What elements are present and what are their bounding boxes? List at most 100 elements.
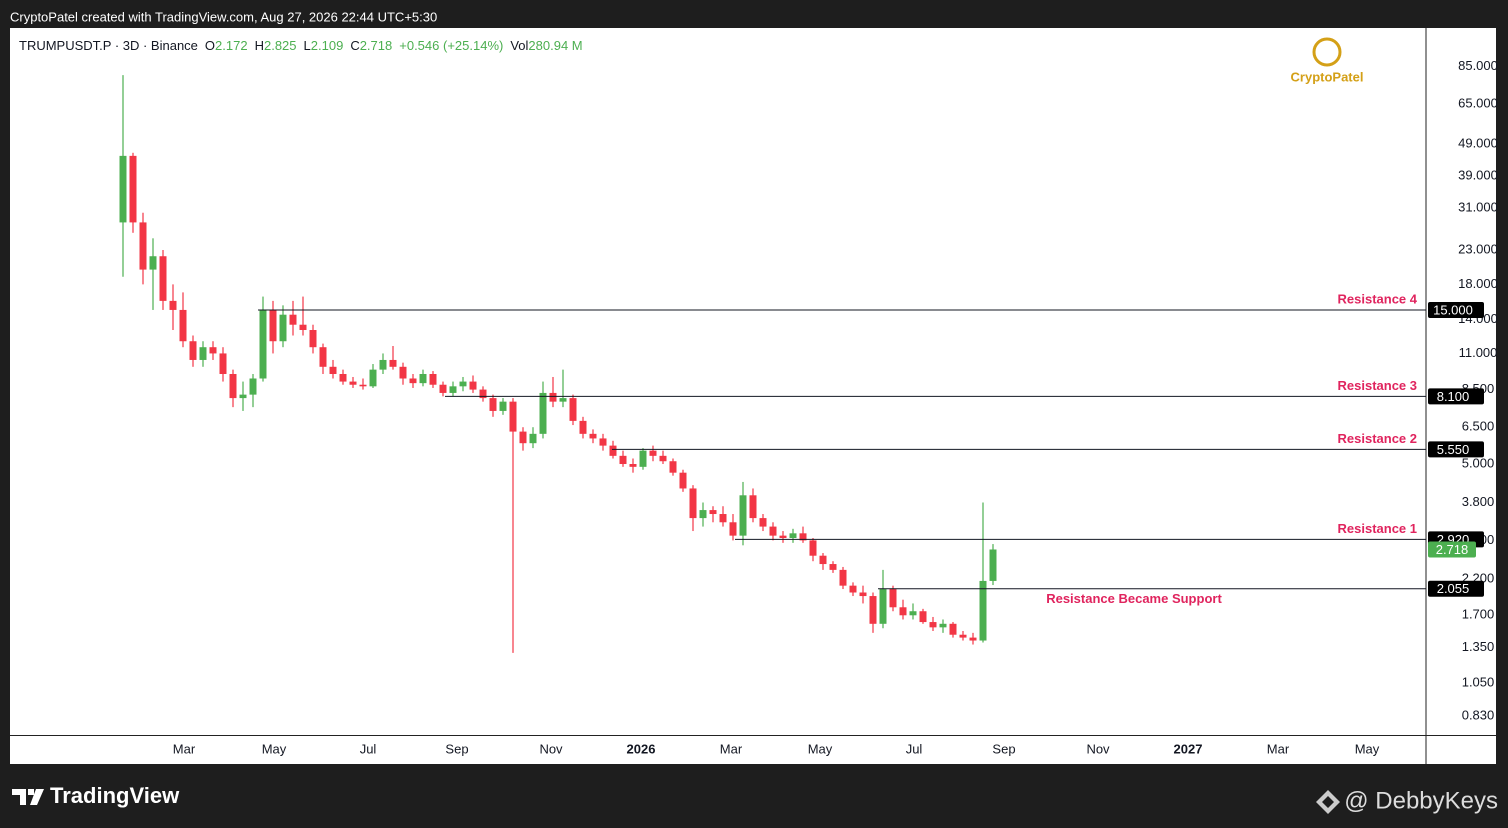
candle-body — [779, 535, 787, 538]
symbol: TRUMPUSDT.P · 3D · Binance — [19, 38, 198, 53]
candle-body — [219, 353, 227, 374]
candle-body — [949, 623, 957, 635]
candle-body — [349, 381, 357, 385]
candle-body — [489, 398, 497, 411]
candle-body — [809, 540, 817, 556]
candle-body — [139, 222, 147, 270]
candle-body — [199, 347, 207, 360]
last-price-box — [1428, 541, 1476, 558]
candle-body — [839, 569, 847, 586]
level-price-box — [1428, 441, 1484, 458]
x-tick-label: Sep — [992, 741, 1015, 756]
h-value: 2.825 — [264, 38, 297, 53]
candle-body — [589, 433, 597, 439]
candle-body — [689, 488, 697, 519]
x-tick-label: Mar — [173, 741, 196, 756]
candle-body — [189, 341, 197, 360]
watermark: CryptoPatel — [1291, 69, 1364, 84]
candle-body — [159, 256, 167, 301]
candle-body — [259, 309, 267, 379]
candle-body — [729, 522, 737, 536]
candle-body — [179, 309, 187, 342]
candle-body — [209, 347, 217, 354]
candle-body — [849, 585, 857, 593]
x-tick-label: Nov — [539, 741, 563, 756]
candle-body — [249, 378, 257, 395]
candle-body — [939, 623, 947, 628]
y-tick-label: 49.000 — [1458, 135, 1498, 150]
l-label: L — [304, 38, 311, 53]
candle-body — [459, 381, 467, 387]
candle-body — [769, 526, 777, 536]
watermark-logo: CryptoPatel — [1291, 37, 1364, 84]
handle: @ DebbyKeys — [1344, 787, 1498, 814]
x-tick-label: Sep — [445, 741, 468, 756]
x-tick-label: Jul — [360, 741, 377, 756]
candle-body — [509, 401, 517, 432]
last-price-label: 2.718 — [1436, 542, 1469, 557]
candle-body — [359, 384, 367, 387]
candle-body — [709, 510, 717, 515]
x-tick-label: 2026 — [627, 741, 656, 756]
candle-body — [579, 420, 587, 434]
x-tick-label: May — [808, 741, 833, 756]
credit: CryptoPatel created with TradingView.com… — [10, 9, 437, 24]
candle-body — [909, 611, 917, 616]
candle-body — [289, 314, 297, 325]
candle-body — [429, 373, 437, 385]
candle-body — [419, 373, 427, 384]
candle-body — [299, 324, 307, 331]
candle-body — [119, 155, 127, 223]
c-value: 2.718 — [360, 38, 393, 53]
candle-body — [879, 589, 887, 624]
y-tick-label: 11.000 — [1459, 345, 1498, 360]
level-price-label: 8.100 — [1437, 389, 1470, 404]
candle-body — [749, 495, 757, 519]
candle-body — [329, 366, 337, 374]
level-price-box — [1428, 580, 1484, 597]
candle-body — [269, 309, 277, 342]
candle-body — [899, 607, 907, 616]
candle-body — [679, 472, 687, 489]
candle-body — [559, 398, 567, 402]
x-tick-label: May — [1355, 741, 1380, 756]
candle-body — [669, 461, 677, 473]
candle-body — [599, 438, 607, 446]
vol-label: Vol — [510, 38, 528, 53]
x-tick-label: Jul — [906, 741, 923, 756]
brand: TradingView — [50, 783, 180, 808]
candle-body — [609, 445, 617, 456]
level-price-box — [1428, 388, 1484, 405]
o-value: 2.172 — [215, 38, 248, 53]
candle-body — [309, 330, 317, 348]
candle-body — [979, 580, 987, 641]
y-tick-label: 1.050 — [1462, 674, 1495, 689]
x-tick-label: Nov — [1086, 741, 1110, 756]
y-tick-label: 31.000 — [1458, 200, 1498, 215]
candle-body — [819, 555, 827, 565]
candle-body — [399, 366, 407, 379]
y-tick-label: 85.000 — [1458, 58, 1498, 73]
candle-body — [989, 549, 997, 581]
legend: TRUMPUSDT.P · 3D · Binance O2.172 H2.825 L2… — [19, 38, 583, 53]
candle-body — [369, 369, 377, 387]
candle-body — [719, 514, 727, 523]
level-price-label: 5.550 — [1437, 442, 1470, 457]
candle-body — [739, 495, 747, 536]
candle-body — [169, 300, 177, 310]
candle-body — [339, 373, 347, 382]
candle-body — [479, 389, 487, 399]
x-tick-label: Mar — [1267, 741, 1290, 756]
y-tick-label: 0.830 — [1462, 707, 1495, 722]
candle-body — [919, 611, 927, 623]
candle-body — [759, 518, 767, 527]
candle-body — [869, 596, 877, 624]
candle-body — [529, 433, 537, 444]
candle-body — [859, 592, 867, 597]
y-tick-label: 1.700 — [1462, 607, 1495, 622]
level-price-box — [1428, 301, 1484, 318]
candle-body — [889, 589, 897, 608]
candle-body — [389, 359, 397, 367]
